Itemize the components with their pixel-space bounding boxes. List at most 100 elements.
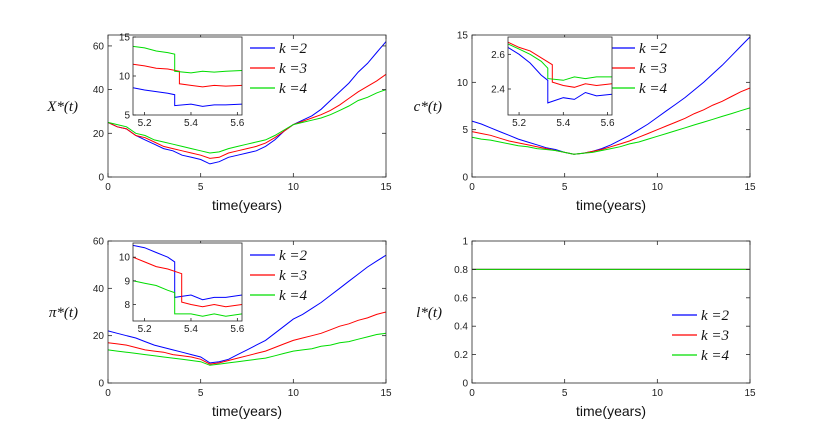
x-tick-label: 5 — [198, 388, 204, 399]
inset-y-tick-label: 2.4 — [491, 85, 505, 96]
axes-box — [471, 34, 751, 178]
legend: k =2 k =3 k =4 — [610, 41, 668, 97]
y-tick-label: 20 — [93, 331, 105, 342]
inset-x-tick-label: 5.6 — [601, 118, 615, 129]
y-axis-label: π*(t) — [49, 305, 78, 321]
series-line-k2 — [107, 254, 387, 364]
inset-x-tick-label: 5.6 — [230, 118, 244, 129]
x-tick-label: 10 — [288, 182, 300, 193]
legend-label-k3: k =3 — [639, 61, 667, 77]
inset-series-line-k4 — [132, 280, 243, 317]
y-tick-label: 0 — [98, 379, 104, 390]
inset-series-line-k2 — [132, 87, 243, 107]
inset-zoom: 5.2 5.4 5.6 8 9 10 — [119, 242, 245, 335]
legend-label-k2: k =2 — [701, 308, 730, 324]
legend-label-k3: k =3 — [279, 268, 307, 284]
y-tick-label: 0 — [462, 379, 468, 390]
inset-x-tick-label: 5.4 — [556, 118, 570, 129]
y-tick-label: 0.6 — [454, 293, 468, 304]
x-tick-label: 0 — [469, 182, 475, 193]
x-tick-label: 10 — [288, 388, 300, 399]
inset-background — [133, 243, 242, 321]
axes-box — [107, 34, 387, 178]
series-line-k3 — [471, 87, 751, 155]
legend-label-k4: k =4 — [701, 348, 730, 364]
x-axis-label: time(years) — [576, 403, 646, 419]
legend: k =2 k =3 k =4 — [250, 41, 308, 97]
inset-box — [507, 36, 613, 116]
inset-series-line-k4 — [507, 43, 612, 81]
x-tick-label: 5 — [562, 182, 568, 193]
x-tick-label: 15 — [744, 182, 756, 193]
y-tick-label: 15 — [457, 31, 469, 42]
x-tick-label: 15 — [380, 388, 392, 399]
series-line-k4 — [471, 107, 751, 155]
inset-y-tick-label: 2.6 — [491, 50, 505, 61]
legend: k =2 k =3 k =4 — [672, 308, 730, 364]
y-tick-label: 20 — [93, 129, 105, 140]
y-tick-label: 0.8 — [454, 265, 468, 276]
inset-y-tick-label: 8 — [124, 300, 130, 311]
x-tick-label: 10 — [652, 182, 664, 193]
inset-x-tick-label: 5.4 — [184, 118, 198, 129]
inset-y-tick-label: 15 — [119, 33, 131, 44]
y-tick-label: 60 — [93, 41, 105, 52]
y-tick-label: 0 — [462, 173, 468, 184]
y-axis-label: c*(t) — [414, 99, 442, 115]
legend-label-k4: k =4 — [279, 81, 308, 97]
series-line-k3 — [107, 73, 387, 159]
legend-label-k4: k =4 — [279, 288, 308, 304]
x-axis-label: time(years) — [212, 197, 282, 213]
legend: k =2 k =3 k =4 — [250, 248, 308, 304]
inset-y-tick-label: 10 — [119, 72, 131, 83]
y-tick-label: 10 — [457, 78, 469, 89]
inset-series-line-k3 — [507, 41, 613, 88]
inset-series-line-k3 — [132, 63, 243, 88]
x-tick-label: 0 — [105, 388, 111, 399]
y-tick-label: 0 — [98, 173, 104, 184]
legend-label-k2: k =2 — [279, 41, 308, 57]
inset-box — [132, 242, 243, 322]
inset-background — [508, 37, 612, 115]
y-tick-label: 0.2 — [454, 350, 468, 361]
x-axis-label: time(years) — [576, 197, 646, 213]
inset-x-tick-label: 5.2 — [138, 118, 152, 129]
series-line-k3 — [107, 311, 387, 365]
inset-series-line-k4 — [132, 45, 243, 74]
y-axis-label: l*(t) — [416, 305, 442, 321]
y-tick-label: 0.4 — [454, 322, 468, 333]
y-tick-label: 40 — [93, 284, 105, 295]
x-tick-label: 10 — [652, 388, 664, 399]
chart-panel-4: 0 5 10 15 0 0.2 0.4 0.6 0.8 1 time(years) l*(t) k =2… — [416, 237, 756, 420]
series-line-k4 — [107, 89, 387, 154]
legend-label-k4: k =4 — [639, 81, 668, 97]
x-axis-label: time(years) — [212, 403, 282, 419]
axes-box — [107, 240, 387, 384]
inset-zoom: 5.2 5.4 5.6 5 10 15 — [119, 33, 245, 130]
x-tick-label: 0 — [469, 388, 475, 399]
inset-y-tick-label: 10 — [119, 253, 131, 264]
legend-label-k3: k =3 — [701, 328, 729, 344]
inset-x-tick-label: 5.4 — [184, 324, 198, 335]
series-line-k2 — [471, 36, 751, 155]
legend-label-k3: k =3 — [279, 61, 307, 77]
y-axis-label: X*(t) — [46, 99, 78, 115]
chart-panel-2: 0 5 10 15 0 5 10 15 time(years) c*(t) k =2 k =3 k =4… — [414, 31, 756, 214]
x-tick-label: 15 — [744, 388, 756, 399]
x-tick-label: 5 — [562, 388, 568, 399]
legend-label-k2: k =2 — [639, 41, 668, 57]
y-tick-label: 60 — [93, 237, 105, 248]
legend-label-k2: k =2 — [279, 248, 308, 264]
inset-series-line-k2 — [507, 46, 613, 104]
axes-box — [471, 240, 751, 384]
inset-x-tick-label: 5.6 — [230, 324, 244, 335]
x-tick-label: 0 — [105, 182, 111, 193]
y-tick-label: 40 — [93, 85, 105, 96]
inset-y-tick-label: 5 — [124, 111, 130, 122]
x-tick-label: 15 — [380, 182, 392, 193]
y-tick-label: 5 — [462, 125, 468, 136]
series-line-k2 — [107, 41, 387, 165]
